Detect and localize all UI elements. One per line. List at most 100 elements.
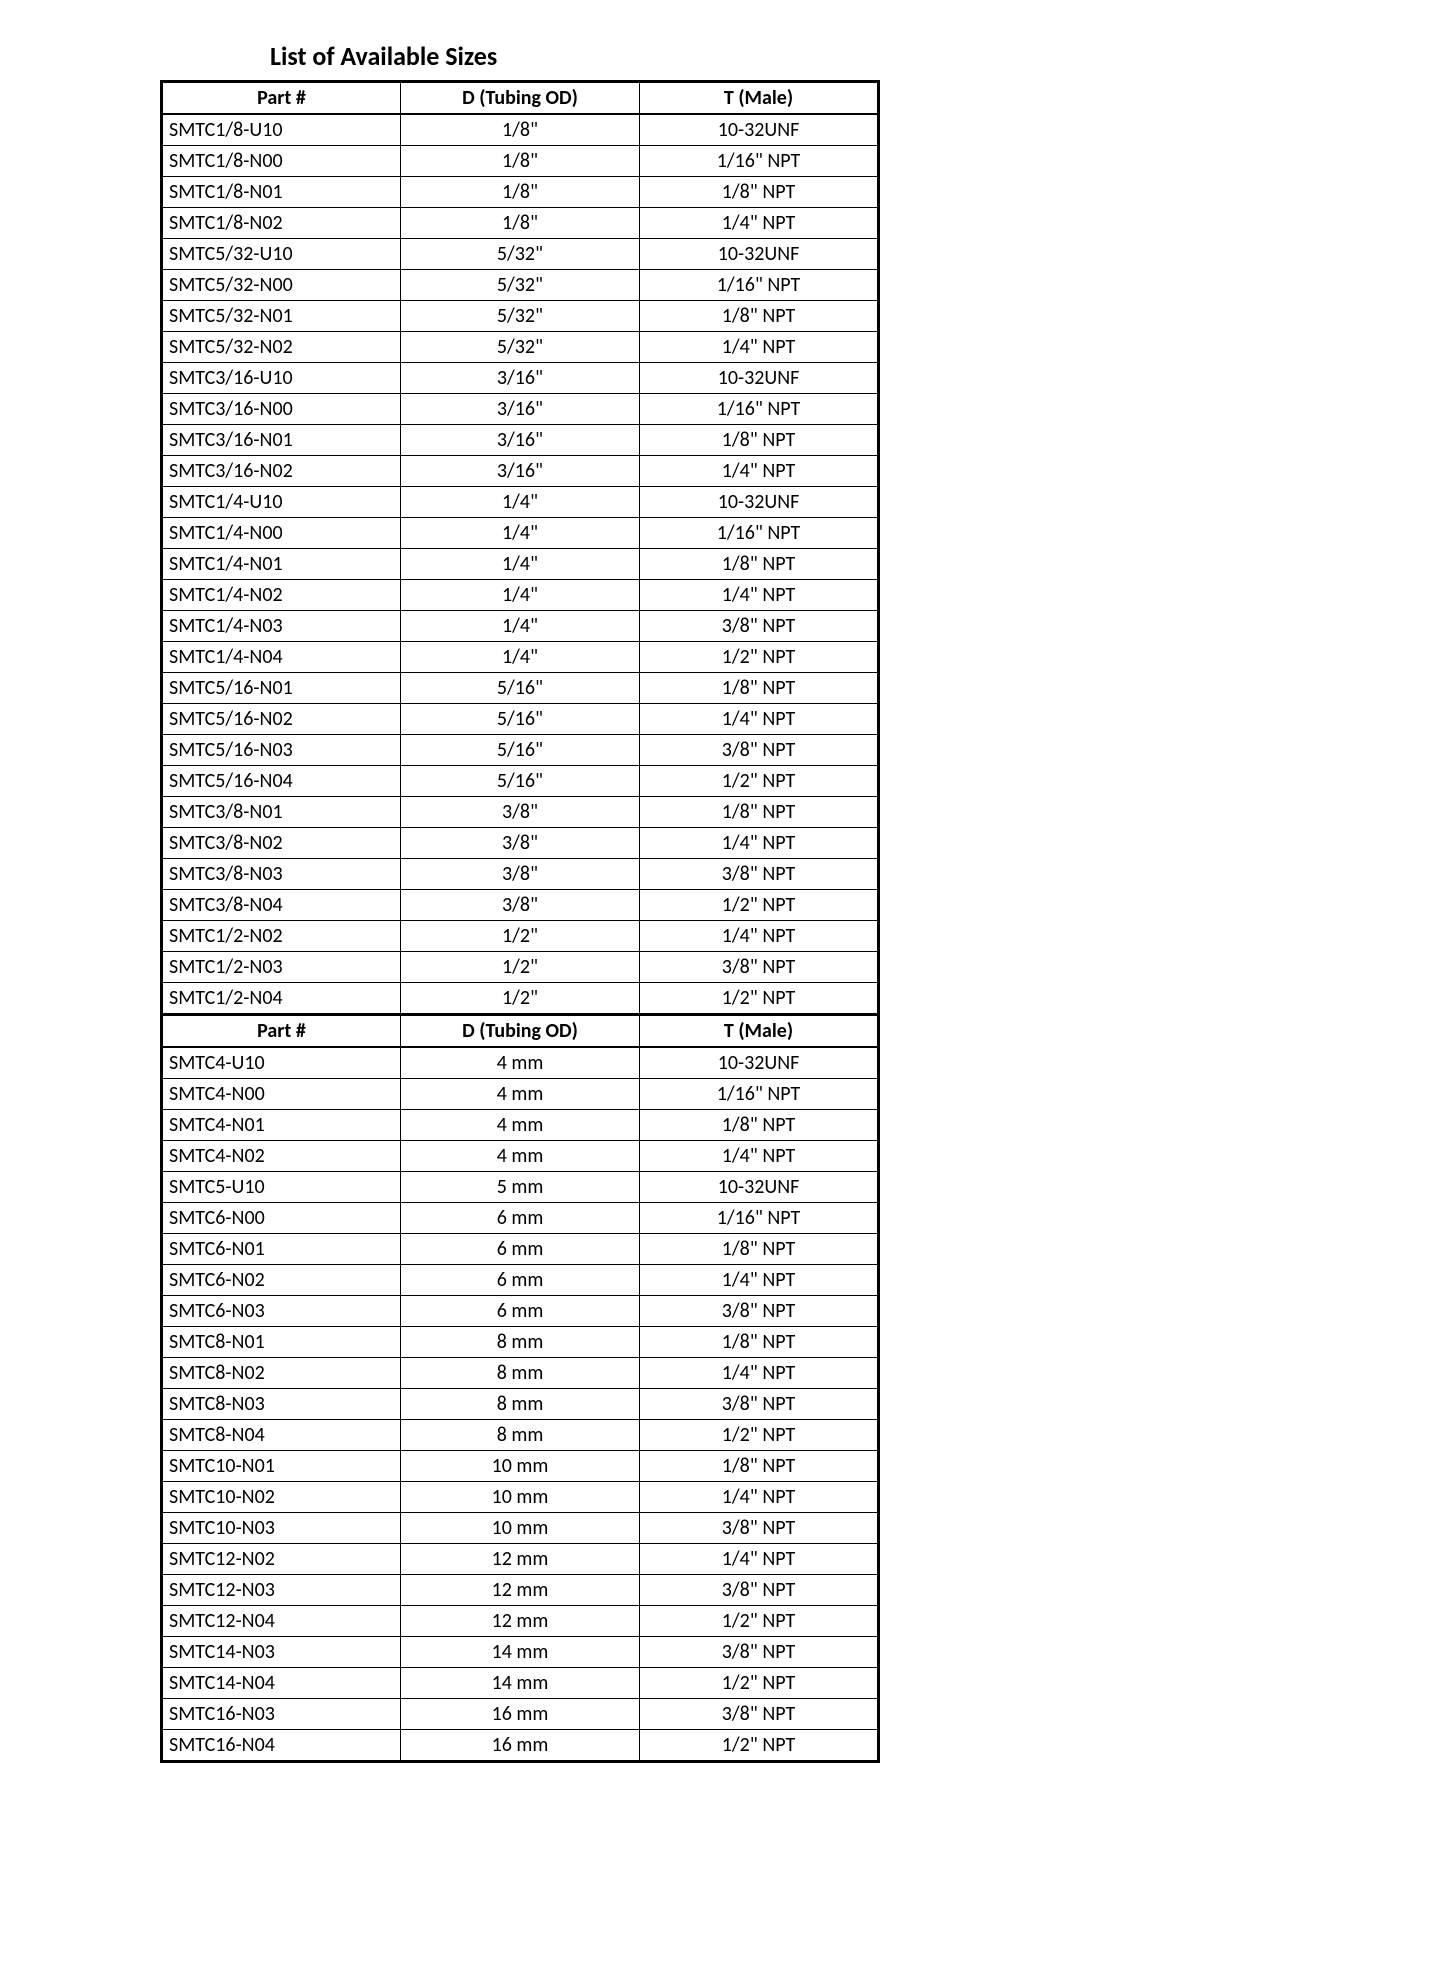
cell-od: 1/4" bbox=[401, 611, 640, 642]
cell-part: SMTC3/8-N04 bbox=[162, 890, 401, 921]
cell-part: SMTC5/32-N02 bbox=[162, 332, 401, 363]
cell-od: 8 mm bbox=[401, 1389, 640, 1420]
table-header-row: Part # D (Tubing OD) T (Male) bbox=[162, 82, 879, 115]
cell-od: 16 mm bbox=[401, 1730, 640, 1762]
cell-part: SMTC12-N03 bbox=[162, 1575, 401, 1606]
cell-part: SMTC4-N01 bbox=[162, 1110, 401, 1141]
cell-male: 3/8" NPT bbox=[640, 1637, 879, 1668]
cell-male: 3/8" NPT bbox=[640, 1575, 879, 1606]
cell-male: 1/8" NPT bbox=[640, 1327, 879, 1358]
table-row: SMTC8-N018 mm1/8" NPT bbox=[162, 1327, 879, 1358]
cell-male: 1/2" NPT bbox=[640, 1730, 879, 1762]
cell-od: 5/16" bbox=[401, 766, 640, 797]
cell-part: SMTC6-N00 bbox=[162, 1203, 401, 1234]
table-row: SMTC14-N0414 mm1/2" NPT bbox=[162, 1668, 879, 1699]
table-row: SMTC3/16-N013/16"1/8" NPT bbox=[162, 425, 879, 456]
cell-part: SMTC6-N01 bbox=[162, 1234, 401, 1265]
cell-male: 10-32UNF bbox=[640, 363, 879, 394]
cell-male: 1/4" NPT bbox=[640, 208, 879, 239]
cell-male: 1/2" NPT bbox=[640, 766, 879, 797]
cell-male: 10-32UNF bbox=[640, 487, 879, 518]
cell-part: SMTC5/32-N01 bbox=[162, 301, 401, 332]
cell-od: 5/32" bbox=[401, 332, 640, 363]
cell-od: 1/4" bbox=[401, 549, 640, 580]
cell-male: 1/4" NPT bbox=[640, 921, 879, 952]
cell-male: 1/2" NPT bbox=[640, 983, 879, 1015]
cell-od: 1/4" bbox=[401, 580, 640, 611]
cell-male: 1/16" NPT bbox=[640, 146, 879, 177]
cell-male: 1/4" NPT bbox=[640, 1358, 879, 1389]
table-header-row: Part # D (Tubing OD) T (Male) bbox=[162, 1015, 879, 1048]
cell-part: SMTC3/8-N03 bbox=[162, 859, 401, 890]
col-od: D (Tubing OD) bbox=[401, 82, 640, 115]
cell-male: 3/8" NPT bbox=[640, 1513, 879, 1544]
cell-part: SMTC5/16-N02 bbox=[162, 704, 401, 735]
cell-male: 1/8" NPT bbox=[640, 797, 879, 828]
table-row: SMTC3/8-N013/8"1/8" NPT bbox=[162, 797, 879, 828]
cell-part: SMTC1/2-N03 bbox=[162, 952, 401, 983]
cell-male: 3/8" NPT bbox=[640, 611, 879, 642]
cell-part: SMTC1/8-N02 bbox=[162, 208, 401, 239]
cell-part: SMTC8-N04 bbox=[162, 1420, 401, 1451]
cell-male: 1/8" NPT bbox=[640, 425, 879, 456]
cell-male: 1/2" NPT bbox=[640, 642, 879, 673]
cell-male: 1/4" NPT bbox=[640, 704, 879, 735]
cell-od: 3/8" bbox=[401, 890, 640, 921]
table-row: SMTC5-U105 mm10-32UNF bbox=[162, 1172, 879, 1203]
cell-od: 4 mm bbox=[401, 1141, 640, 1172]
cell-od: 3/8" bbox=[401, 859, 640, 890]
cell-male: 1/4" NPT bbox=[640, 1482, 879, 1513]
col-part: Part # bbox=[162, 82, 401, 115]
table-row: SMTC6-N026 mm1/4" NPT bbox=[162, 1265, 879, 1296]
table-row: SMTC1/8-N011/8"1/8" NPT bbox=[162, 177, 879, 208]
cell-part: SMTC1/4-N01 bbox=[162, 549, 401, 580]
page: List of Available Sizes Part # D (Tubing… bbox=[0, 0, 1445, 1963]
cell-part: SMTC3/8-N02 bbox=[162, 828, 401, 859]
cell-male: 1/8" NPT bbox=[640, 1110, 879, 1141]
cell-od: 6 mm bbox=[401, 1265, 640, 1296]
cell-male: 1/4" NPT bbox=[640, 456, 879, 487]
col-part: Part # bbox=[162, 1015, 401, 1048]
cell-part: SMTC6-N02 bbox=[162, 1265, 401, 1296]
cell-male: 1/4" NPT bbox=[640, 1265, 879, 1296]
cell-part: SMTC1/4-N04 bbox=[162, 642, 401, 673]
table-row: SMTC1/2-N021/2"1/4" NPT bbox=[162, 921, 879, 952]
cell-part: SMTC5-U10 bbox=[162, 1172, 401, 1203]
col-od: D (Tubing OD) bbox=[401, 1015, 640, 1048]
cell-od: 12 mm bbox=[401, 1606, 640, 1637]
cell-od: 10 mm bbox=[401, 1482, 640, 1513]
cell-od: 3/16" bbox=[401, 456, 640, 487]
table-row: SMTC5/32-U105/32"10-32UNF bbox=[162, 239, 879, 270]
cell-male: 3/8" NPT bbox=[640, 1296, 879, 1327]
table-row: SMTC3/16-N023/16"1/4" NPT bbox=[162, 456, 879, 487]
cell-part: SMTC14-N04 bbox=[162, 1668, 401, 1699]
cell-part: SMTC1/2-N02 bbox=[162, 921, 401, 952]
cell-od: 4 mm bbox=[401, 1110, 640, 1141]
cell-od: 5/16" bbox=[401, 735, 640, 766]
table-row: SMTC1/4-N021/4"1/4" NPT bbox=[162, 580, 879, 611]
table-row: SMTC1/4-N041/4"1/2" NPT bbox=[162, 642, 879, 673]
cell-od: 8 mm bbox=[401, 1327, 640, 1358]
cell-od: 5/16" bbox=[401, 704, 640, 735]
cell-od: 5/32" bbox=[401, 270, 640, 301]
table-row: SMTC4-N014 mm1/8" NPT bbox=[162, 1110, 879, 1141]
cell-male: 10-32UNF bbox=[640, 1047, 879, 1079]
cell-part: SMTC8-N03 bbox=[162, 1389, 401, 1420]
table-row: SMTC16-N0316 mm3/8" NPT bbox=[162, 1699, 879, 1730]
cell-od: 1/8" bbox=[401, 177, 640, 208]
cell-part: SMTC3/16-N01 bbox=[162, 425, 401, 456]
cell-part: SMTC10-N03 bbox=[162, 1513, 401, 1544]
table-row: SMTC8-N038 mm3/8" NPT bbox=[162, 1389, 879, 1420]
cell-part: SMTC4-U10 bbox=[162, 1047, 401, 1079]
cell-part: SMTC5/16-N01 bbox=[162, 673, 401, 704]
table-row: SMTC6-N036 mm3/8" NPT bbox=[162, 1296, 879, 1327]
cell-part: SMTC10-N01 bbox=[162, 1451, 401, 1482]
page-title: List of Available Sizes bbox=[270, 40, 1285, 72]
cell-od: 3/16" bbox=[401, 363, 640, 394]
cell-od: 4 mm bbox=[401, 1079, 640, 1110]
cell-male: 3/8" NPT bbox=[640, 735, 879, 766]
table-row: SMTC5/32-N005/32"1/16" NPT bbox=[162, 270, 879, 301]
table-row: SMTC14-N0314 mm3/8" NPT bbox=[162, 1637, 879, 1668]
cell-male: 1/2" NPT bbox=[640, 1420, 879, 1451]
table-row: SMTC16-N0416 mm1/2" NPT bbox=[162, 1730, 879, 1762]
